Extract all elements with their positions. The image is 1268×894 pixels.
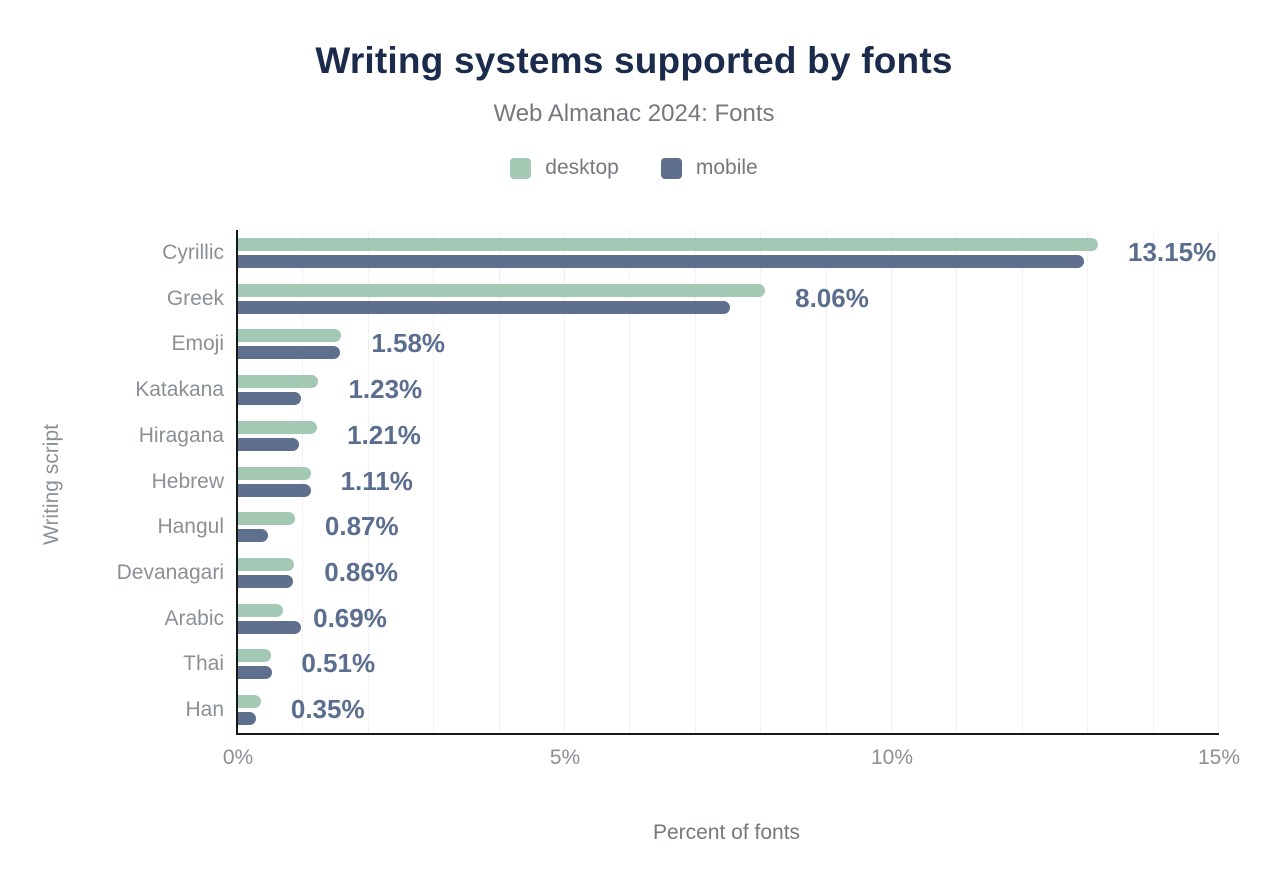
bar-desktop-thai <box>238 649 272 663</box>
legend: desktop mobile <box>0 156 1268 180</box>
value-label-emoji: 1.58% <box>371 328 446 359</box>
bar-mobile-greek <box>238 300 731 314</box>
bar-mobile-cyrillic <box>238 254 1084 268</box>
category-label-hangul: Hangul <box>157 515 224 539</box>
category-label-hebrew: Hebrew <box>151 469 224 493</box>
bar-desktop-emoji <box>238 329 342 343</box>
bar-desktop-cyrillic <box>238 237 1098 251</box>
bar-desktop-hangul <box>238 512 295 526</box>
gridline <box>956 230 958 733</box>
bar-desktop-hiragana <box>238 420 318 434</box>
legend-label-mobile: mobile <box>695 156 758 179</box>
value-label-arabic: 0.69% <box>313 602 387 633</box>
value-label-thai: 0.51% <box>301 648 376 679</box>
value-label-hangul: 0.87% <box>324 511 399 542</box>
gridline <box>433 230 435 733</box>
category-label-greek: Greek <box>166 286 224 310</box>
category-label-arabic: Arabic <box>164 606 224 630</box>
x-tick-0pct: 0% <box>222 746 254 769</box>
bar-desktop-greek <box>238 283 766 297</box>
category-label-hiragana: Hiragana <box>138 423 224 447</box>
bar-desktop-arabic <box>238 603 284 617</box>
bar-mobile-devanagari <box>238 574 293 588</box>
gridline <box>1152 230 1154 733</box>
value-label-cyrillic: 13.15% <box>1128 236 1217 267</box>
chart-title: Writing systems supported by fonts <box>315 40 953 81</box>
value-label-han: 0.35% <box>290 694 365 725</box>
bar-mobile-thai <box>238 666 272 680</box>
x-tick-15pct: 15% <box>1197 746 1241 769</box>
x-tick-5pct: 5% <box>549 746 581 769</box>
gridline <box>564 230 565 733</box>
category-label-emoji: Emoji <box>171 332 224 356</box>
x-axis-title: Percent of fonts <box>652 821 801 844</box>
mobile-swatch-icon <box>660 157 682 179</box>
value-label-devanagari: 0.86% <box>324 556 398 587</box>
x-tick-10pct: 10% <box>870 746 914 769</box>
legend-item-desktop: desktop <box>510 156 619 180</box>
gridline <box>367 230 369 733</box>
gridline <box>1218 230 1219 733</box>
gridline <box>1087 230 1089 733</box>
bar-desktop-devanagari <box>238 557 295 571</box>
bar-mobile-arabic <box>238 620 301 634</box>
category-label-katakana: Katakana <box>135 378 224 402</box>
bar-mobile-katakana <box>238 392 301 406</box>
value-label-hiragana: 1.21% <box>347 419 421 450</box>
bar-mobile-hangul <box>238 529 269 543</box>
bar-mobile-emoji <box>238 346 341 360</box>
value-label-katakana: 1.23% <box>348 374 423 405</box>
bar-mobile-han <box>238 712 257 726</box>
gridline <box>1021 230 1023 733</box>
gridline <box>629 230 631 733</box>
chart-subtitle: Web Almanac 2024: Fonts <box>493 100 775 127</box>
gridline <box>302 230 304 733</box>
gridline <box>825 230 827 733</box>
category-label-cyrillic: Cyrillic <box>162 240 224 264</box>
gridline <box>694 230 696 733</box>
gridline <box>498 230 500 733</box>
category-label-han: Han <box>185 698 224 722</box>
legend-item-mobile: mobile <box>660 156 758 180</box>
bar-mobile-hiragana <box>238 437 300 451</box>
bar-mobile-hebrew <box>238 483 312 497</box>
value-label-hebrew: 1.11% <box>340 465 413 496</box>
plot-area: Cyrillic 13.15% Greek 8.06% Emoji 1.58% Kataka… <box>117 230 1240 769</box>
legend-label-desktop: desktop <box>545 156 619 179</box>
bar-desktop-han <box>238 695 261 709</box>
bar-desktop-hebrew <box>238 466 311 480</box>
desktop-swatch-icon <box>510 157 532 179</box>
category-label-thai: Thai <box>183 652 224 676</box>
gridline <box>760 230 762 733</box>
gridline <box>891 230 892 733</box>
category-label-devanagari: Devanagari <box>116 560 224 584</box>
bar-desktop-katakana <box>238 375 319 389</box>
y-axis-title: Writing script <box>40 424 63 546</box>
value-label-greek: 8.06% <box>795 282 869 313</box>
